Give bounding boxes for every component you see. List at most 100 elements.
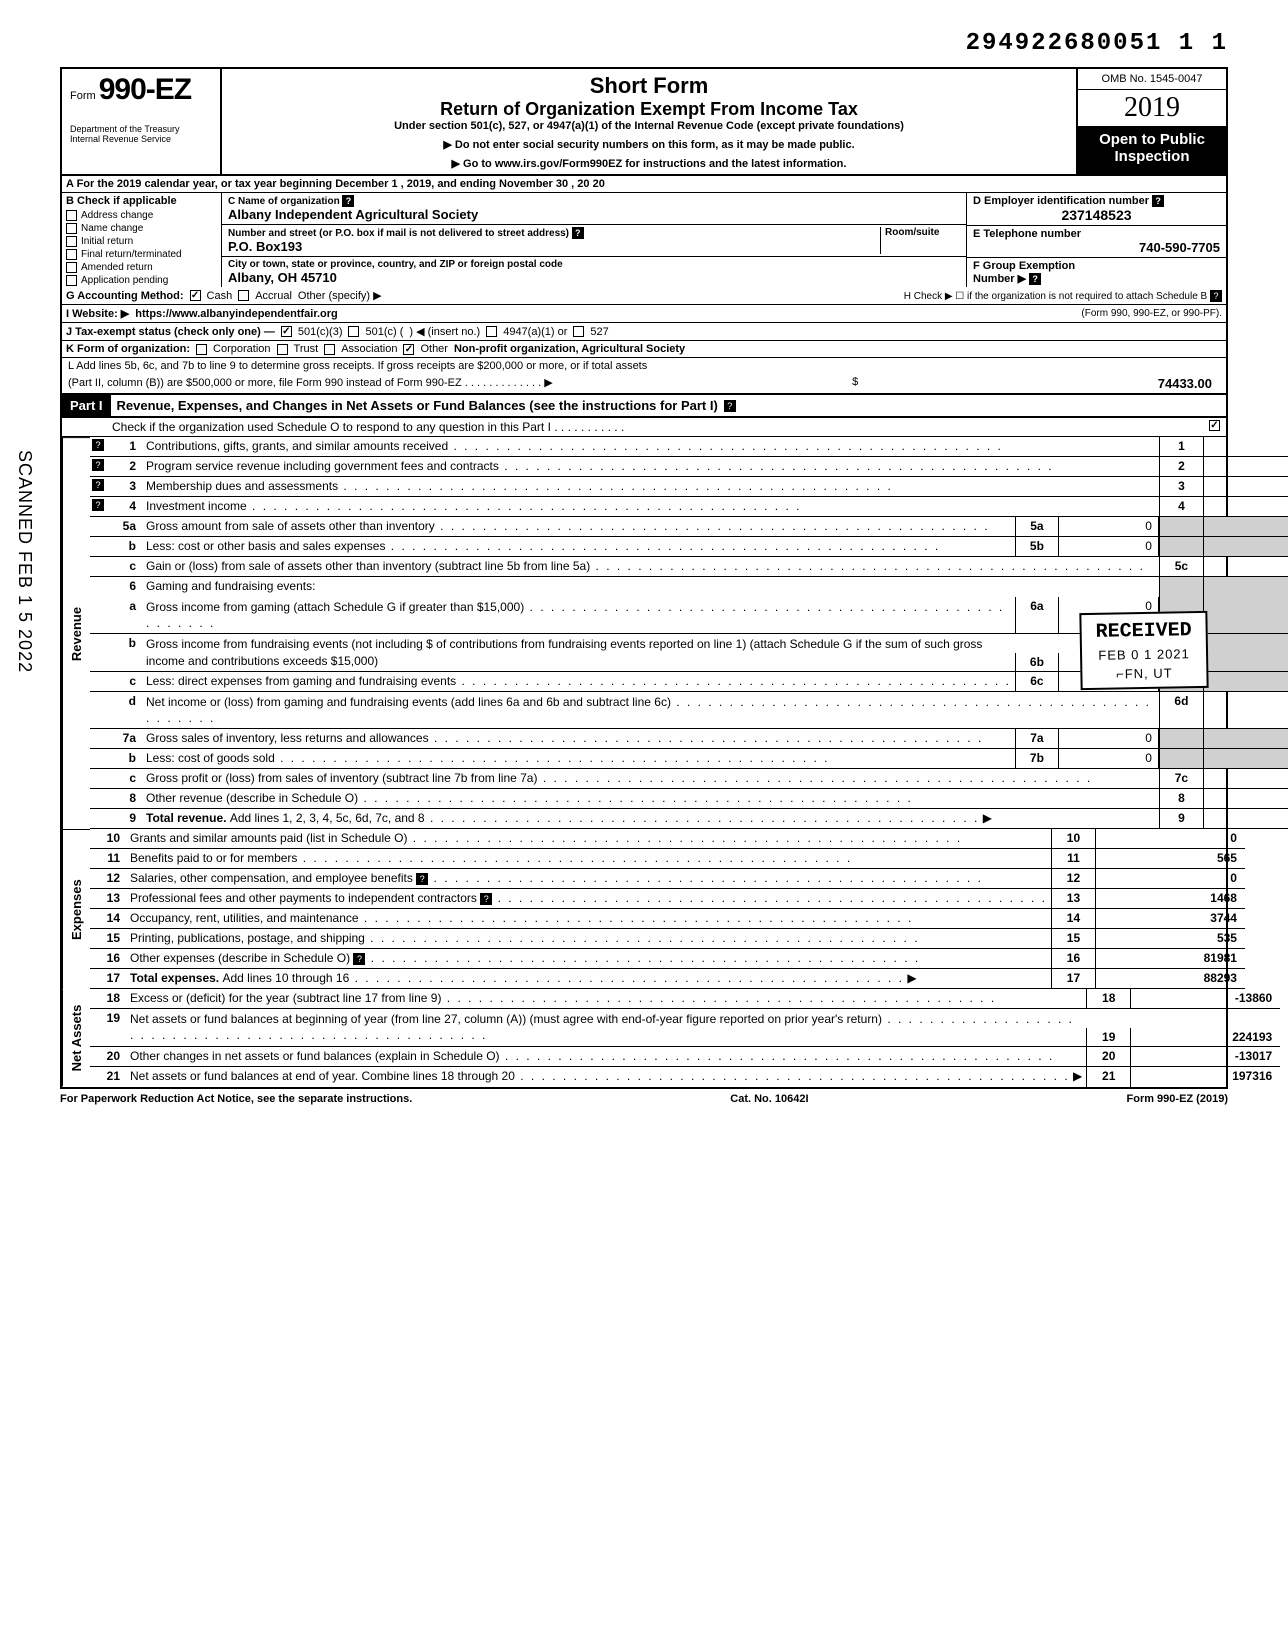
line-7a: 7a Gross sales of inventory, less return…: [90, 729, 1288, 749]
check-4947[interactable]: [486, 326, 497, 337]
line-19: 19 Net assets or fund balances at beginn…: [90, 1009, 1280, 1046]
line-6: 6 Gaming and fundraising events:: [90, 577, 1288, 597]
check-pending[interactable]: Application pending: [62, 274, 221, 287]
check-amended[interactable]: Amended return: [62, 261, 221, 274]
row-a-calendar: A For the 2019 calendar year, or tax yea…: [60, 174, 1228, 193]
help-icon[interactable]: ?: [342, 195, 354, 207]
help-icon[interactable]: ?: [1029, 273, 1041, 285]
form-number: Form 990-EZ: [70, 73, 212, 107]
line-7b: b Less: cost of goods sold 7b 0: [90, 749, 1288, 769]
check-cash[interactable]: ✓: [190, 290, 201, 301]
line-11: 11 Benefits paid to or for members 11 56…: [90, 849, 1245, 869]
row-k: K Form of organization: Corporation Trus…: [60, 341, 1228, 358]
line-15: 15 Printing, publications, postage, and …: [90, 929, 1245, 949]
line-16-val: 81981: [1095, 949, 1245, 968]
check-schedule-o[interactable]: ✓: [1209, 420, 1220, 431]
check-501c3[interactable]: ✓: [281, 326, 292, 337]
title-short: Short Form: [232, 73, 1066, 99]
footer-mid: Cat. No. 10642I: [730, 1093, 808, 1105]
instruction-1: ▶ Do not enter social security numbers o…: [232, 138, 1066, 151]
line-8-val: 9430: [1203, 789, 1288, 808]
col-right: D Employer identification number ? 23714…: [966, 193, 1226, 287]
treasury-label: Department of the Treasury Internal Reve…: [70, 125, 212, 145]
line-9-val: 74433: [1203, 809, 1288, 828]
help-icon[interactable]: ?: [92, 459, 104, 471]
help-icon[interactable]: ?: [724, 400, 736, 412]
website: https://www.albanyindependentfair.org: [135, 308, 338, 320]
ein: 237148523: [973, 207, 1220, 223]
help-icon[interactable]: ?: [1152, 195, 1164, 207]
b-header: B Check if applicable: [62, 193, 221, 209]
line-10: 10 Grants and similar amounts paid (list…: [90, 829, 1245, 849]
row-j: J Tax-exempt status (check only one) — ✓…: [60, 323, 1228, 341]
line-21: 21 Net assets or fund balances at end of…: [90, 1067, 1280, 1087]
check-501c[interactable]: [348, 326, 359, 337]
help-icon[interactable]: ?: [1210, 290, 1222, 302]
room-label: Room/suite: [885, 227, 960, 238]
h-label: H Check ▶ ☐ if the organization is not r…: [904, 290, 1222, 302]
part-1-label: Part I: [62, 395, 111, 416]
org-name: Albany Independent Agricultural Society: [228, 207, 960, 222]
line-2-val: 0: [1203, 457, 1288, 476]
check-initial[interactable]: Initial return: [62, 235, 221, 248]
help-icon[interactable]: ?: [353, 953, 365, 965]
line-20: 20 Other changes in net assets or fund b…: [90, 1047, 1280, 1067]
row-l: L Add lines 5b, 6c, and 7b to line 9 to …: [60, 358, 1228, 374]
title-main: Return of Organization Exempt From Incom…: [232, 99, 1066, 120]
line-19-val: 224193: [1130, 1028, 1280, 1046]
help-icon[interactable]: ?: [92, 499, 104, 511]
scanned-stamp: SCANNED FEB 1 5 2022: [14, 450, 35, 673]
line-16: 16 Other expenses (describe in Schedule …: [90, 949, 1245, 969]
check-assoc[interactable]: [324, 344, 335, 355]
vert-revenue: Revenue: [62, 437, 90, 829]
line-4: ? 4 Investment income 4 0: [90, 497, 1288, 517]
line-10-val: 0: [1095, 829, 1245, 848]
line-7b-val: 0: [1059, 749, 1159, 768]
main-grid: Revenue ? 1 Contributions, gifts, grants…: [60, 437, 1228, 1089]
k-other-text: Non-profit organization, Agricultural So…: [454, 343, 685, 355]
line-5c-val: 0: [1203, 557, 1288, 576]
help-icon[interactable]: ?: [416, 873, 428, 885]
check-address[interactable]: Address change: [62, 209, 221, 222]
line-15-val: 535: [1095, 929, 1245, 948]
row-g-h: G Accounting Method: ✓Cash Accrual Other…: [60, 287, 1228, 305]
city: Albany, OH 45710: [228, 270, 960, 285]
org-name-row: C Name of organization ? Albany Independ…: [222, 193, 966, 225]
line-13-val: 1468: [1095, 889, 1245, 908]
omb-cell: OMB No. 1545-0047 2019 Open to Public In…: [1076, 69, 1226, 174]
help-icon[interactable]: ?: [480, 893, 492, 905]
line-5c: c Gain or (loss) from sale of assets oth…: [90, 557, 1288, 577]
check-trust[interactable]: [277, 344, 288, 355]
help-icon[interactable]: ?: [92, 479, 104, 491]
check-name[interactable]: Name change: [62, 222, 221, 235]
line-6d: d Net income or (loss) from gaming and f…: [90, 692, 1288, 729]
line-17-val: 88293: [1095, 969, 1245, 988]
help-icon[interactable]: ?: [92, 439, 104, 451]
line-12-val: 0: [1095, 869, 1245, 888]
line-2: ? 2 Program service revenue including go…: [90, 457, 1288, 477]
document-number: 294922680051 1 1: [60, 30, 1228, 57]
check-corp[interactable]: [196, 344, 207, 355]
line-5a: 5a Gross amount from sale of assets othe…: [90, 517, 1288, 537]
line-8: 8 Other revenue (describe in Schedule O)…: [90, 789, 1288, 809]
check-other[interactable]: ✓: [403, 344, 414, 355]
check-527[interactable]: [573, 326, 584, 337]
instruction-2: ▶ Go to www.irs.gov/Form990EZ for instru…: [232, 157, 1066, 170]
check-accrual[interactable]: [238, 290, 249, 301]
part-1-header: Part I Revenue, Expenses, and Changes in…: [60, 395, 1228, 418]
line-3: ? 3 Membership dues and assessments 3 76…: [90, 477, 1288, 497]
line-7a-val: 0: [1059, 729, 1159, 748]
part-1-title: Revenue, Expenses, and Changes in Net As…: [111, 396, 724, 415]
help-icon[interactable]: ?: [572, 227, 584, 239]
vert-net-assets: Net Assets: [62, 989, 90, 1086]
check-final[interactable]: Final return/terminated: [62, 248, 221, 261]
line-11-val: 565: [1095, 849, 1245, 868]
gross-receipts: 74433.00: [1158, 376, 1220, 391]
line-20-val: -13017: [1130, 1047, 1280, 1066]
footer: For Paperwork Reduction Act Notice, see …: [60, 1089, 1228, 1109]
phone: 740-590-7705: [973, 240, 1220, 255]
stamp-location: ⌐FN, UT: [1096, 665, 1192, 682]
street: P.O. Box193: [228, 239, 880, 254]
line-7c-val: 0: [1203, 769, 1288, 788]
line-17: 17 Total expenses. Add lines 10 through …: [90, 969, 1245, 989]
